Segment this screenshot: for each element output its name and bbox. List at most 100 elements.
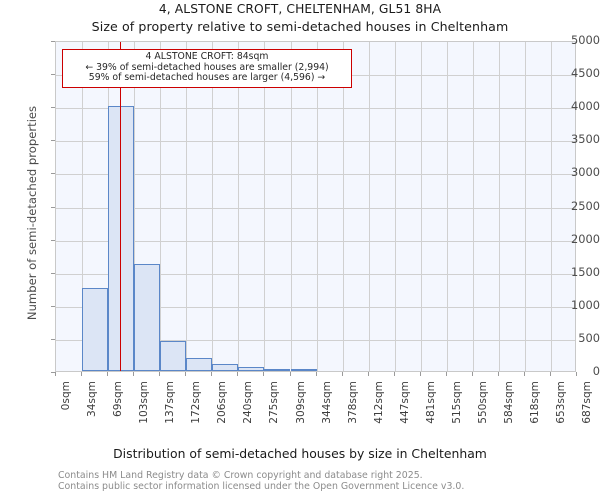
x-axis-tick-mark (185, 372, 187, 376)
histogram-bar (134, 263, 161, 371)
annotation-smaller-line: ← 39% of semi-detached houses are smalle… (85, 61, 329, 73)
y-axis-tick-label: 0 (592, 364, 600, 378)
chart-title: 4, ALSTONE CROFT, CHELTENHAM, GL51 8HA (158, 2, 442, 16)
gridline-vertical (264, 42, 266, 371)
histogram-bar (264, 368, 291, 371)
plot-area (55, 41, 576, 372)
gridline-horizontal (56, 339, 575, 341)
x-axis-tick-label: 34sqm (86, 381, 98, 418)
gridline-vertical (160, 42, 162, 371)
footer-line-1: Contains HM Land Registry data © Crown c… (58, 470, 423, 481)
x-axis-tick-mark (133, 372, 135, 376)
gridline-horizontal (56, 108, 575, 110)
x-axis-tick-label: 687sqm (581, 381, 593, 424)
gridline-horizontal (56, 273, 575, 275)
gridline-vertical (550, 42, 552, 371)
y-axis-title: Number of semi-detached properties (25, 105, 39, 321)
gridline-vertical (368, 42, 370, 371)
gridline-horizontal (56, 141, 575, 143)
property-size-marker-line (119, 42, 122, 371)
x-axis-tick-label: 550sqm (476, 381, 489, 424)
y-axis-tick-mark (51, 338, 55, 340)
x-axis-tick-label: 447sqm (398, 381, 411, 424)
histogram-bar (82, 288, 109, 371)
gridline-vertical (524, 42, 526, 371)
annotation-larger-line: 59% of semi-detached houses are larger (… (88, 72, 326, 84)
x-axis-tick-label: 618sqm (528, 381, 541, 424)
y-axis-tick-label: 1500 (571, 264, 600, 279)
y-axis-tick-mark (51, 272, 55, 274)
x-axis-tick-mark (523, 372, 525, 376)
gridline-vertical (394, 42, 396, 371)
x-axis-tick-mark (263, 372, 265, 376)
y-axis-tick-mark (51, 173, 55, 175)
gridline-vertical (134, 42, 136, 371)
x-axis-tick-mark (393, 372, 395, 376)
x-axis-tick-label: 309sqm (294, 381, 307, 424)
x-axis-title: Distribution of semi-detached houses by … (113, 446, 487, 461)
gridline-vertical (420, 42, 422, 371)
histogram-bar (290, 369, 317, 371)
footer-line-2: Contains public sector information licen… (58, 481, 465, 493)
y-axis-tick-label: 2000 (571, 231, 600, 246)
x-axis-tick-mark (55, 372, 56, 376)
x-axis-tick-mark (341, 372, 343, 376)
gridline-vertical (342, 42, 344, 371)
x-axis-tick-label: 172sqm (190, 381, 203, 424)
y-axis-tick-mark (51, 206, 55, 208)
y-axis-tick-label: 3500 (571, 132, 600, 147)
histogram-bar (238, 367, 265, 371)
chart-subtitle: Size of property relative to semi-detach… (91, 19, 509, 34)
gridline-horizontal (56, 240, 575, 242)
x-axis-tick-label: 206sqm (216, 381, 229, 424)
gridline-vertical (186, 42, 188, 371)
gridline-vertical (446, 42, 448, 371)
y-axis-tick-label: 2500 (571, 198, 600, 213)
x-axis-tick-mark (289, 372, 291, 376)
y-axis-tick-mark (51, 107, 55, 109)
x-axis-tick-mark (81, 372, 82, 376)
histogram-bar (160, 340, 187, 371)
x-axis-tick-label: 481sqm (424, 381, 437, 424)
gridline-vertical (212, 42, 214, 371)
y-axis-tick-mark (51, 239, 55, 241)
x-axis-tick-label: 412sqm (372, 381, 385, 424)
gridline-horizontal (56, 207, 575, 209)
annotation-heading: 4 ALSTONE CROFT: 84sqm (145, 51, 269, 62)
x-axis-tick-label: 378sqm (346, 381, 359, 424)
gridline-vertical (472, 42, 474, 371)
x-axis-tick-label: 240sqm (242, 381, 255, 424)
x-axis-tick-mark (237, 372, 239, 376)
histogram-bar (212, 363, 239, 371)
property-annotation-box: 4 ALSTONE CROFT: 84sqm ← 39% of semi-det… (62, 49, 352, 88)
y-axis-tick-label: 4500 (571, 66, 600, 81)
x-axis-tick-label: 137sqm (164, 381, 177, 424)
gridline-vertical (238, 42, 240, 371)
x-axis-tick-mark (471, 372, 473, 376)
x-axis-tick-mark (367, 372, 369, 376)
gridline-horizontal (56, 174, 575, 176)
x-axis-tick-mark (445, 372, 447, 376)
y-axis-tick-mark (51, 41, 55, 42)
x-axis-tick-mark (497, 372, 499, 376)
x-axis-tick-label: 344sqm (320, 381, 333, 424)
x-axis-tick-label: 653sqm (555, 381, 567, 424)
y-axis-tick-label: 500 (578, 330, 600, 345)
y-axis-tick-label: 1000 (571, 297, 600, 312)
attribution-footer: Contains HM Land Registry data © Crown c… (58, 470, 598, 493)
y-axis-tick-label: 4000 (571, 99, 600, 114)
y-axis-tick-mark (51, 305, 55, 307)
y-axis-tick-mark (51, 372, 55, 373)
x-axis-tick-label: 584sqm (502, 381, 515, 424)
gridline-vertical (316, 42, 318, 371)
gridline-vertical (82, 42, 84, 371)
x-axis-tick-label: 69sqm (112, 381, 125, 418)
y-axis-tick-mark (51, 74, 55, 76)
x-axis-tick-label: 103sqm (138, 381, 151, 424)
gridline-vertical (290, 42, 292, 371)
y-axis-tick-label: 5000 (571, 33, 600, 47)
x-axis-tick-mark (211, 372, 213, 376)
x-axis-tick-mark (315, 372, 317, 376)
x-axis-tick-label: 515sqm (450, 381, 463, 424)
